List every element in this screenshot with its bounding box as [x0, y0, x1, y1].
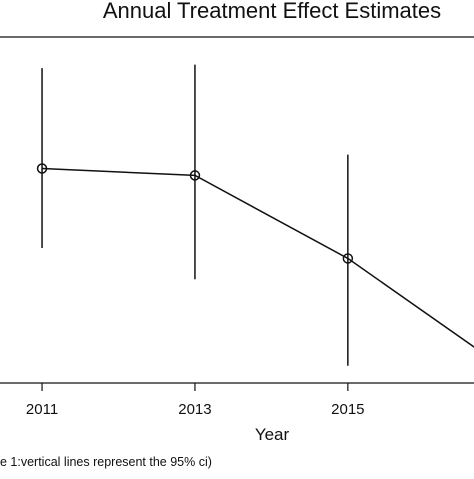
chart-title: Annual Treatment Effect Estimates — [103, 0, 441, 23]
data-point-2015 — [342, 253, 354, 264]
x-axis-ticks: 2011 2013 2015 — [26, 383, 365, 418]
data-point-2011 — [36, 163, 48, 174]
data-point-2013 — [189, 170, 201, 181]
chart-note: e 1:vertical lines represent the 95% ci) — [0, 455, 212, 469]
data-marks — [36, 64, 474, 366]
series-line — [42, 167, 474, 348]
x-axis-label: Year — [255, 425, 290, 444]
x-tick-label-2015: 2015 — [331, 401, 364, 418]
x-tick-label-2013: 2013 — [178, 401, 211, 418]
x-tick-label-2011: 2011 — [26, 401, 58, 418]
